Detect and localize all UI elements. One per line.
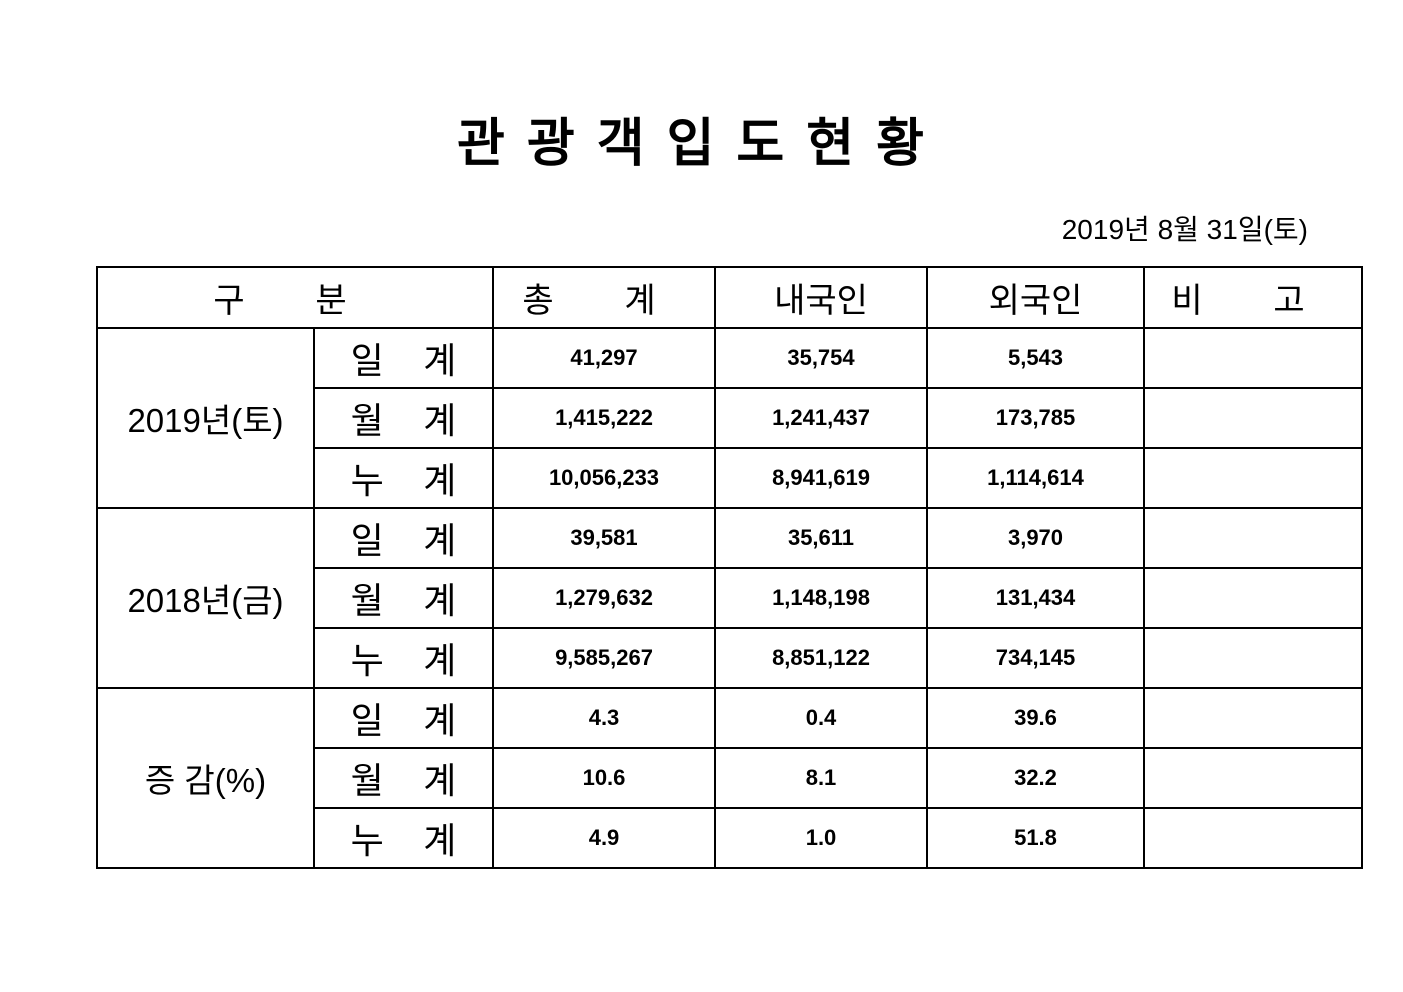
cell-domestic: 8,941,619 [714,447,928,509]
cell-foreign: 5,543 [926,327,1145,389]
cell-total: 9,585,267 [492,627,716,689]
cell-total: 4.3 [492,687,716,749]
group-label-change-percent: 증 감(%) [96,687,315,869]
cell-remarks [1143,447,1363,509]
cell-domestic: 35,611 [714,507,928,569]
cell-total: 4.9 [492,807,716,869]
cell-remarks [1143,687,1363,749]
row-sub-label: 월 계 [313,747,494,809]
header-remarks: 비 고 [1143,266,1363,329]
page-title: 관광객입도현황 [457,114,946,174]
cell-remarks [1143,567,1363,629]
group-label-2019: 2019년(토) [96,327,315,509]
tourist-arrivals-table: 구 분 총 계 내국인 외국인 비 고 2019년(토) 일 계 41,297 … [96,266,1363,869]
cell-remarks [1143,807,1363,869]
cell-total: 10,056,233 [492,447,716,509]
row-sub-label: 누 계 [313,447,494,509]
row-sub-label: 월 계 [313,567,494,629]
table-header-row: 구 분 총 계 내국인 외국인 비 고 [96,266,1363,329]
cell-domestic: 8.1 [714,747,928,809]
table-row: 누 계 10,056,233 8,941,619 1,114,614 [97,447,1363,509]
header-foreign: 외국인 [926,266,1145,329]
row-sub-label: 월 계 [313,387,494,449]
table-row: 2019년(토) 일 계 41,297 35,754 5,543 [96,327,1363,509]
report-date: 2019년 8월 31일(토) [1061,214,1308,245]
cell-domestic: 0.4 [714,687,928,749]
row-sub-label: 일 계 [313,687,494,749]
table-row: 누 계 4.9 1.0 51.8 [97,807,1363,869]
row-sub-label: 누 계 [313,627,494,689]
cell-foreign: 39.6 [926,687,1145,749]
cell-total: 39,581 [492,507,716,569]
cell-foreign: 51.8 [926,807,1145,869]
table-row: 2018년(금) 일 계 39,581 35,611 3,970 [96,507,1363,689]
header-category: 구 분 [96,266,494,329]
cell-total: 10.6 [492,747,716,809]
table-row: 누 계 9,585,267 8,851,122 734,145 [97,627,1363,689]
cell-foreign: 1,114,614 [926,447,1145,509]
cell-domestic: 8,851,122 [714,627,928,689]
group-label-2018: 2018년(금) [96,507,315,689]
cell-total: 41,297 [492,327,716,389]
cell-foreign: 734,145 [926,627,1145,689]
cell-domestic: 1,241,437 [714,387,928,449]
cell-foreign: 131,434 [926,567,1145,629]
cell-total: 1,415,222 [492,387,716,449]
cell-domestic: 35,754 [714,327,928,389]
row-sub-label: 일 계 [313,327,494,389]
cell-remarks [1143,327,1363,389]
cell-remarks [1143,507,1363,569]
table-row: 월 계 1,279,632 1,148,198 131,434 [97,567,1363,629]
cell-foreign: 3,970 [926,507,1145,569]
table-row: 월 계 10.6 8.1 32.2 [97,747,1363,809]
cell-domestic: 1.0 [714,807,928,869]
header-total: 총 계 [492,266,716,329]
cell-remarks [1143,387,1363,449]
cell-remarks [1143,747,1363,809]
cell-domestic: 1,148,198 [714,567,928,629]
cell-foreign: 173,785 [926,387,1145,449]
row-sub-label: 일 계 [313,507,494,569]
cell-remarks [1143,627,1363,689]
cell-foreign: 32.2 [926,747,1145,809]
table-row: 월 계 1,415,222 1,241,437 173,785 [97,387,1363,449]
table-row: 증 감(%) 일 계 4.3 0.4 39.6 [96,687,1363,869]
row-sub-label: 누 계 [313,807,494,869]
header-domestic: 내국인 [714,266,928,329]
cell-total: 1,279,632 [492,567,716,629]
